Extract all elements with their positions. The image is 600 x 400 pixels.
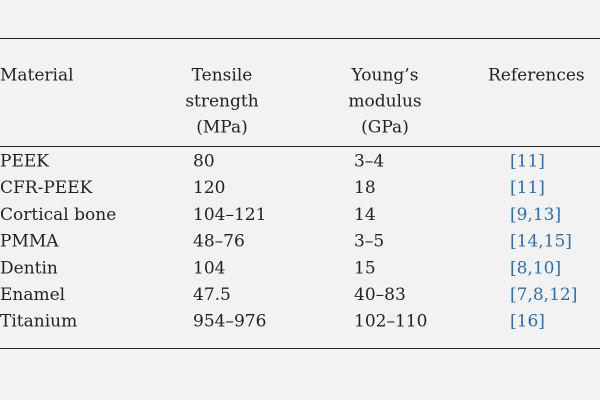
table-cell: 954–976 <box>193 312 266 332</box>
header-cell: modulus <box>348 92 421 112</box>
table-cell: 80 <box>193 152 215 172</box>
header-cell: Material <box>0 66 74 86</box>
table-cell: 47.5 <box>193 285 231 305</box>
table-cell: PMMA <box>0 232 59 252</box>
header-cell: References <box>488 66 585 86</box>
table-cell: 102–110 <box>354 312 427 332</box>
header-cell: (MPa) <box>196 118 247 138</box>
header-cell: strength <box>185 92 258 112</box>
table-cell: 15 <box>354 258 376 278</box>
table-cell: Enamel <box>0 285 65 305</box>
table-cell: PEEK <box>0 152 49 172</box>
table-cell: 18 <box>354 178 376 198</box>
table-cell: 120 <box>193 178 225 198</box>
table-cell: 104 <box>193 258 225 278</box>
table-cell: 14 <box>354 205 376 225</box>
header-cell: (GPa) <box>361 118 409 138</box>
reference-link[interactable]: [7,8,12] <box>510 285 577 305</box>
header-cell: Young’s <box>351 66 419 86</box>
table-cell: 48–76 <box>193 232 245 252</box>
table-cell: Cortical bone <box>0 205 116 225</box>
reference-link[interactable]: [16] <box>510 312 545 332</box>
table-cell: 3–4 <box>354 152 384 172</box>
reference-link[interactable]: [9,13] <box>510 205 561 225</box>
table-cell: Titanium <box>0 312 77 332</box>
table-cell: Dentin <box>0 258 58 278</box>
reference-link[interactable]: [11] <box>510 152 545 172</box>
table-cell: 3–5 <box>354 232 384 252</box>
table-cell: 40–83 <box>354 285 406 305</box>
table-cell: CFR-PEEK <box>0 178 93 198</box>
reference-link[interactable]: [8,10] <box>510 258 561 278</box>
reference-link[interactable]: [11] <box>510 178 545 198</box>
header-cell: Tensile <box>192 66 253 86</box>
table-cell: 104–121 <box>193 205 266 225</box>
reference-link[interactable]: [14,15] <box>510 232 572 252</box>
